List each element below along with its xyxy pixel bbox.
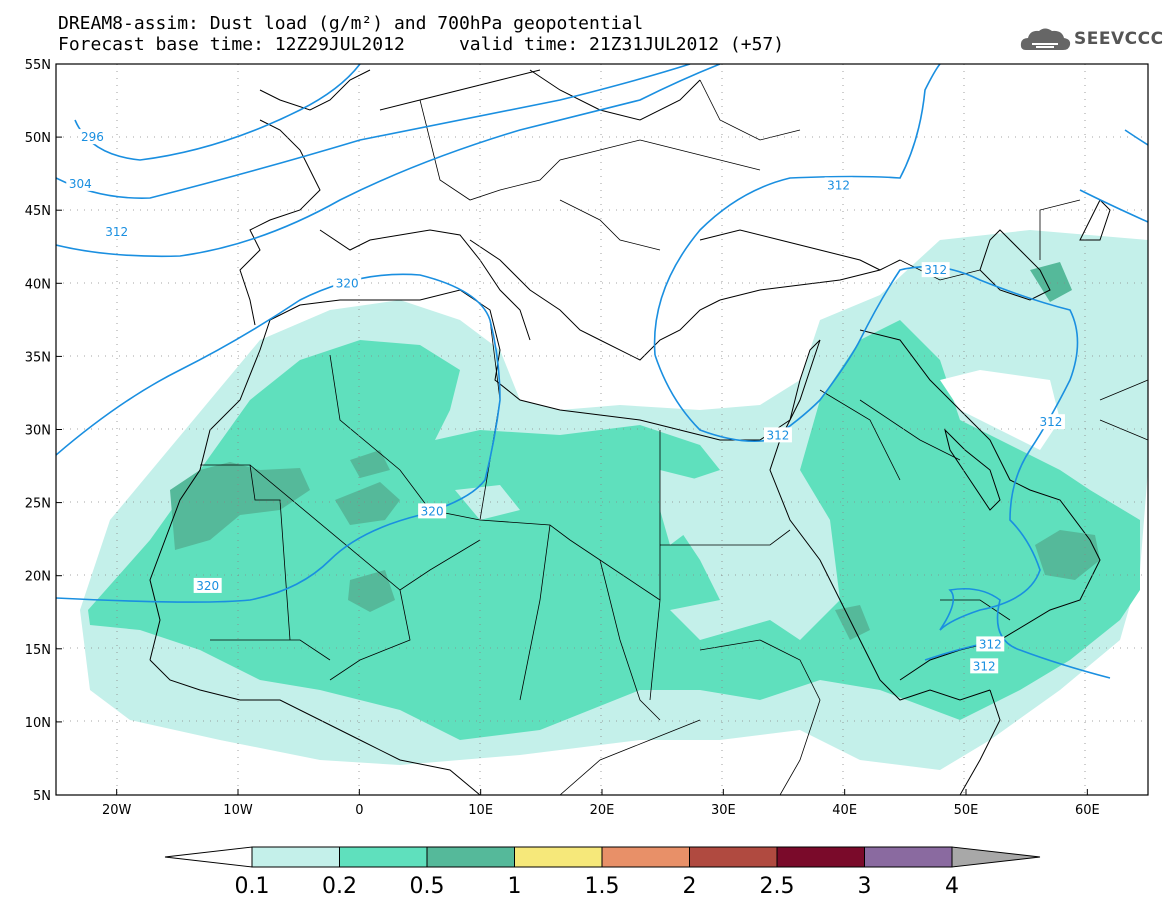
- contour-label-bg: [763, 427, 792, 443]
- contour-label: 320: [421, 504, 444, 518]
- colorbar-under-triangle: [164, 846, 253, 868]
- colorbar-label: 4: [945, 874, 959, 899]
- contour-line-290-corner: [1124, 129, 1148, 146]
- latitude-label: 35N: [25, 350, 51, 365]
- latitude-label: 30N: [25, 424, 51, 439]
- contour-label-bg: [1036, 414, 1065, 430]
- colorbar-label: 3: [858, 874, 872, 899]
- contour-line-312-south: [939, 587, 1111, 679]
- latitude-label: 10N: [25, 716, 51, 731]
- contour-labels: 296 304 312 320 320 320 312 312 312 312 312 312: [66, 129, 1065, 674]
- dust-region-mid: [88, 320, 1140, 740]
- colorbar-label: 1: [508, 874, 522, 899]
- colorbar-box: [514, 846, 603, 868]
- colorbar-label: 0.2: [322, 874, 357, 899]
- colorbar-box: [601, 846, 690, 868]
- contour-label-bg: [976, 636, 1005, 652]
- contour-line-312: [56, 64, 721, 258]
- longitude-label: 50E: [954, 803, 979, 818]
- contour-line-300-corner: [1079, 189, 1148, 223]
- dust-clear-area: [940, 370, 1060, 450]
- colorbar-box: [251, 846, 340, 868]
- colorbar-label: 2: [683, 874, 697, 899]
- longitude-label: 40E: [832, 803, 857, 818]
- colorbar-box: [689, 846, 778, 868]
- contour-label: 320: [196, 579, 219, 593]
- contour-line-312-east: [653, 64, 941, 356]
- longitude-label: 10E: [468, 803, 493, 818]
- contour-label-bg: [921, 262, 950, 278]
- contour-label: 296: [81, 130, 104, 144]
- dust-load-field: [80, 230, 1148, 770]
- dust-region-high: [350, 450, 390, 478]
- dust-region-high: [335, 482, 400, 525]
- contour-line-296: [74, 64, 361, 161]
- contour-label: 312: [924, 263, 947, 277]
- contour-label-bg: [66, 175, 95, 191]
- latitude-label: 20N: [25, 570, 51, 585]
- dust-clear-area: [660, 470, 700, 545]
- contour-label: 312: [1039, 415, 1062, 429]
- latitude-label: 5N: [33, 789, 51, 804]
- logo-text: SEEVCCC: [1074, 29, 1164, 49]
- latitude-labels: 55N 50N 45N 40N 35N 30N 25N 20N 15N 10N 5N: [25, 58, 62, 804]
- contour-label-bg: [78, 129, 107, 145]
- longitude-labels: 20W 10W 0 10E 20E 30E 40E 50E 60E: [102, 789, 1100, 818]
- colorbar-box: [864, 846, 953, 868]
- contour-label: 312: [973, 659, 996, 673]
- colorbar-box: [339, 846, 428, 868]
- contour-label: 312: [105, 225, 128, 239]
- latitude-label: 15N: [25, 643, 51, 658]
- colorbar-label: 1.5: [585, 874, 620, 899]
- cloud-icon: [1020, 28, 1071, 50]
- contour-label: 312: [827, 178, 850, 192]
- contour-label: 312: [979, 637, 1002, 651]
- contour-label: 320: [336, 276, 359, 290]
- colorbar-over-triangle: [951, 846, 1041, 868]
- dust-region-high: [170, 462, 310, 550]
- longitude-label: 60E: [1075, 803, 1100, 818]
- country-borders: [200, 79, 1148, 795]
- contour-label-bg: [824, 177, 853, 193]
- dust-region-high: [835, 605, 870, 640]
- colorbar-label: 0.5: [410, 874, 445, 899]
- contour-label-bg: [333, 275, 362, 291]
- contour-label-bg: [102, 224, 131, 240]
- latitude-label: 55N: [25, 58, 51, 73]
- dust-region-high: [1035, 530, 1100, 580]
- longitude-label: 0: [355, 803, 363, 818]
- longitude-label: 30E: [711, 803, 736, 818]
- contour-line-320-north: [56, 273, 501, 603]
- contour-label-bg: [193, 577, 222, 593]
- longitude-label: 20W: [102, 803, 132, 818]
- latitude-label: 45N: [25, 204, 51, 219]
- latitude-label: 50N: [25, 131, 51, 146]
- colorbar-label: 0.1: [235, 874, 270, 899]
- map-title: DREAM8-assim: Dust load (g/m²) and 700hP…: [58, 13, 644, 34]
- latitude-label: 40N: [25, 277, 51, 292]
- dust-region-high: [348, 570, 395, 612]
- seevccc-logo: SEEVCCC: [1018, 26, 1163, 56]
- latitude-label: 25N: [25, 497, 51, 512]
- longitude-label: 10W: [223, 803, 253, 818]
- colorbar-box: [426, 846, 515, 868]
- contour-label: 312: [766, 428, 789, 442]
- forecast-time-subtitle: Forecast base time: 12Z29JUL2012 valid t…: [58, 34, 785, 55]
- contour-label: 304: [69, 177, 92, 191]
- contour-line-304: [56, 64, 691, 199]
- longitude-label: 20E: [590, 803, 615, 818]
- colorbar-label: 2.5: [760, 874, 795, 899]
- contour-label-bg: [418, 503, 447, 519]
- dust-clear-area: [455, 485, 520, 520]
- contour-label-bg: [970, 658, 999, 674]
- colorbar-box: [776, 846, 865, 868]
